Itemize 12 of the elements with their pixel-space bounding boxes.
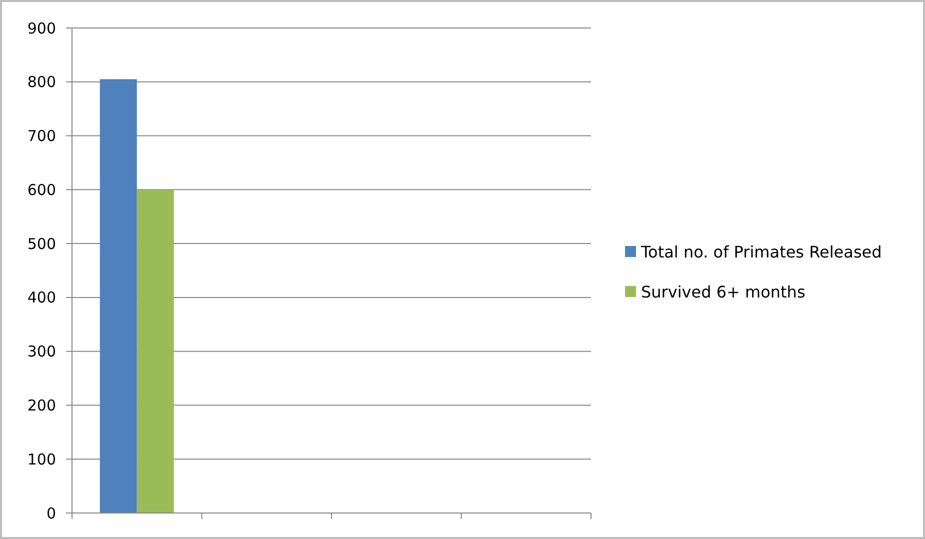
y-tick-label: 300 [27, 342, 56, 361]
legend-label: Survived 6+ months [641, 282, 806, 302]
y-tick-label: 100 [27, 450, 56, 468]
y-tick-label: 800 [27, 73, 56, 92]
y-tick-label: 700 [27, 127, 56, 146]
y-tick-label: 600 [27, 180, 56, 199]
y-tick-label: 500 [27, 234, 56, 253]
legend-label: Total no. of Primates Released [640, 242, 882, 262]
y-tick-label: 0 [46, 504, 56, 522]
y-tick-label: 400 [27, 288, 56, 307]
y-tick-label: 200 [27, 396, 56, 414]
y-tick-label: 900 [27, 19, 56, 38]
